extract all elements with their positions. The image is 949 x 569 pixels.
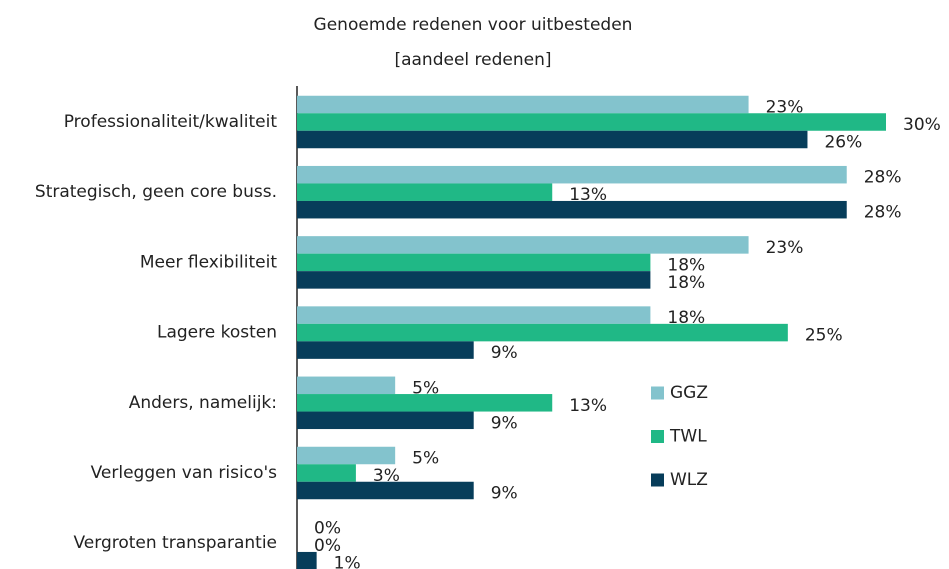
value-label: 18% bbox=[667, 255, 705, 275]
bar bbox=[297, 551, 317, 569]
legend-swatch bbox=[651, 473, 664, 487]
bar bbox=[297, 394, 553, 412]
chart-title: Genoemde redenen voor uitbesteden bbox=[314, 15, 633, 35]
legend-label: TWL bbox=[669, 427, 707, 447]
legend-swatch bbox=[651, 430, 664, 443]
bar bbox=[297, 446, 396, 465]
bar bbox=[297, 464, 356, 482]
value-label: 3% bbox=[373, 466, 400, 486]
bar bbox=[297, 481, 474, 500]
legend-swatch bbox=[651, 386, 664, 400]
legend-label: WLZ bbox=[670, 470, 708, 490]
value-label: 18% bbox=[667, 273, 705, 293]
value-label: 23% bbox=[766, 238, 804, 258]
value-label: 1% bbox=[334, 554, 361, 569]
category-label: Lagere kosten bbox=[157, 323, 277, 343]
bar bbox=[297, 341, 474, 359]
bar bbox=[297, 323, 788, 342]
value-label: 9% bbox=[491, 484, 518, 504]
chart-subtitle: [aandeel redenen] bbox=[394, 50, 551, 70]
value-label: 0% bbox=[314, 536, 341, 556]
bar bbox=[297, 183, 553, 201]
value-label: 9% bbox=[491, 343, 518, 363]
value-label: 28% bbox=[864, 168, 902, 188]
category-label: Professionaliteit/kwaliteit bbox=[64, 112, 278, 132]
value-label: 25% bbox=[805, 326, 843, 346]
value-label: 18% bbox=[667, 308, 705, 328]
value-label: 0% bbox=[314, 519, 341, 539]
bar bbox=[297, 113, 886, 131]
value-label: 13% bbox=[569, 185, 607, 205]
bar bbox=[297, 165, 847, 184]
value-label: 9% bbox=[491, 413, 518, 433]
bar bbox=[297, 411, 474, 430]
bar bbox=[297, 271, 651, 289]
bar bbox=[297, 95, 749, 114]
value-label: 5% bbox=[412, 378, 439, 398]
legend-label: GGZ bbox=[670, 383, 708, 403]
category-label: Meer flexibiliteit bbox=[140, 252, 277, 272]
bar bbox=[297, 306, 651, 324]
value-label: 26% bbox=[824, 133, 862, 153]
value-label: 13% bbox=[569, 396, 607, 416]
bar bbox=[297, 376, 396, 395]
value-label: 30% bbox=[903, 115, 941, 135]
bar bbox=[297, 253, 651, 272]
category-label: Strategisch, geen core buss. bbox=[35, 182, 277, 202]
value-label: 23% bbox=[766, 98, 804, 118]
bar bbox=[297, 200, 847, 219]
category-label: Anders, namelijk: bbox=[129, 393, 277, 413]
value-label: 5% bbox=[412, 449, 439, 469]
value-label: 28% bbox=[864, 203, 902, 223]
category-label: Verleggen van risico's bbox=[91, 463, 278, 483]
category-label: Vergroten transparantie bbox=[73, 533, 277, 553]
bar bbox=[297, 236, 749, 254]
bar bbox=[297, 130, 808, 149]
